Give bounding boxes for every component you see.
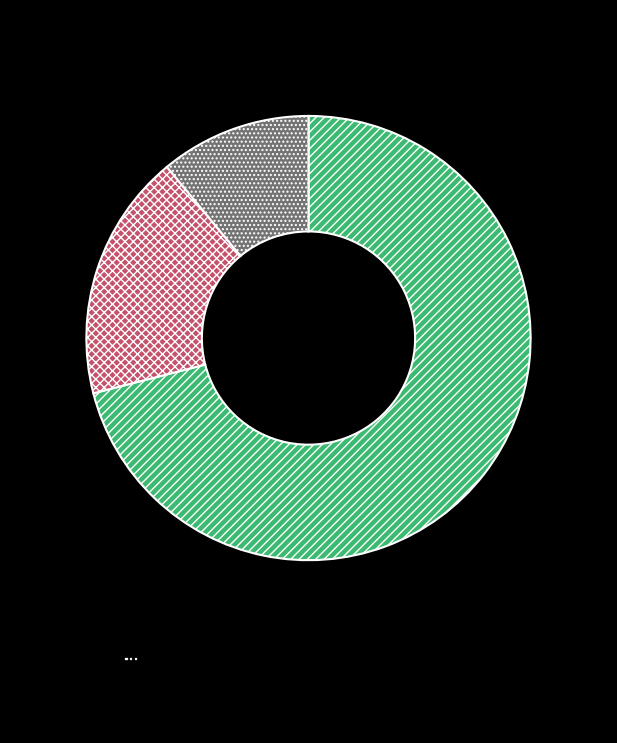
Wedge shape [93, 116, 531, 560]
Legend: , , : , , [125, 657, 137, 660]
Wedge shape [86, 167, 241, 393]
Wedge shape [167, 116, 308, 256]
